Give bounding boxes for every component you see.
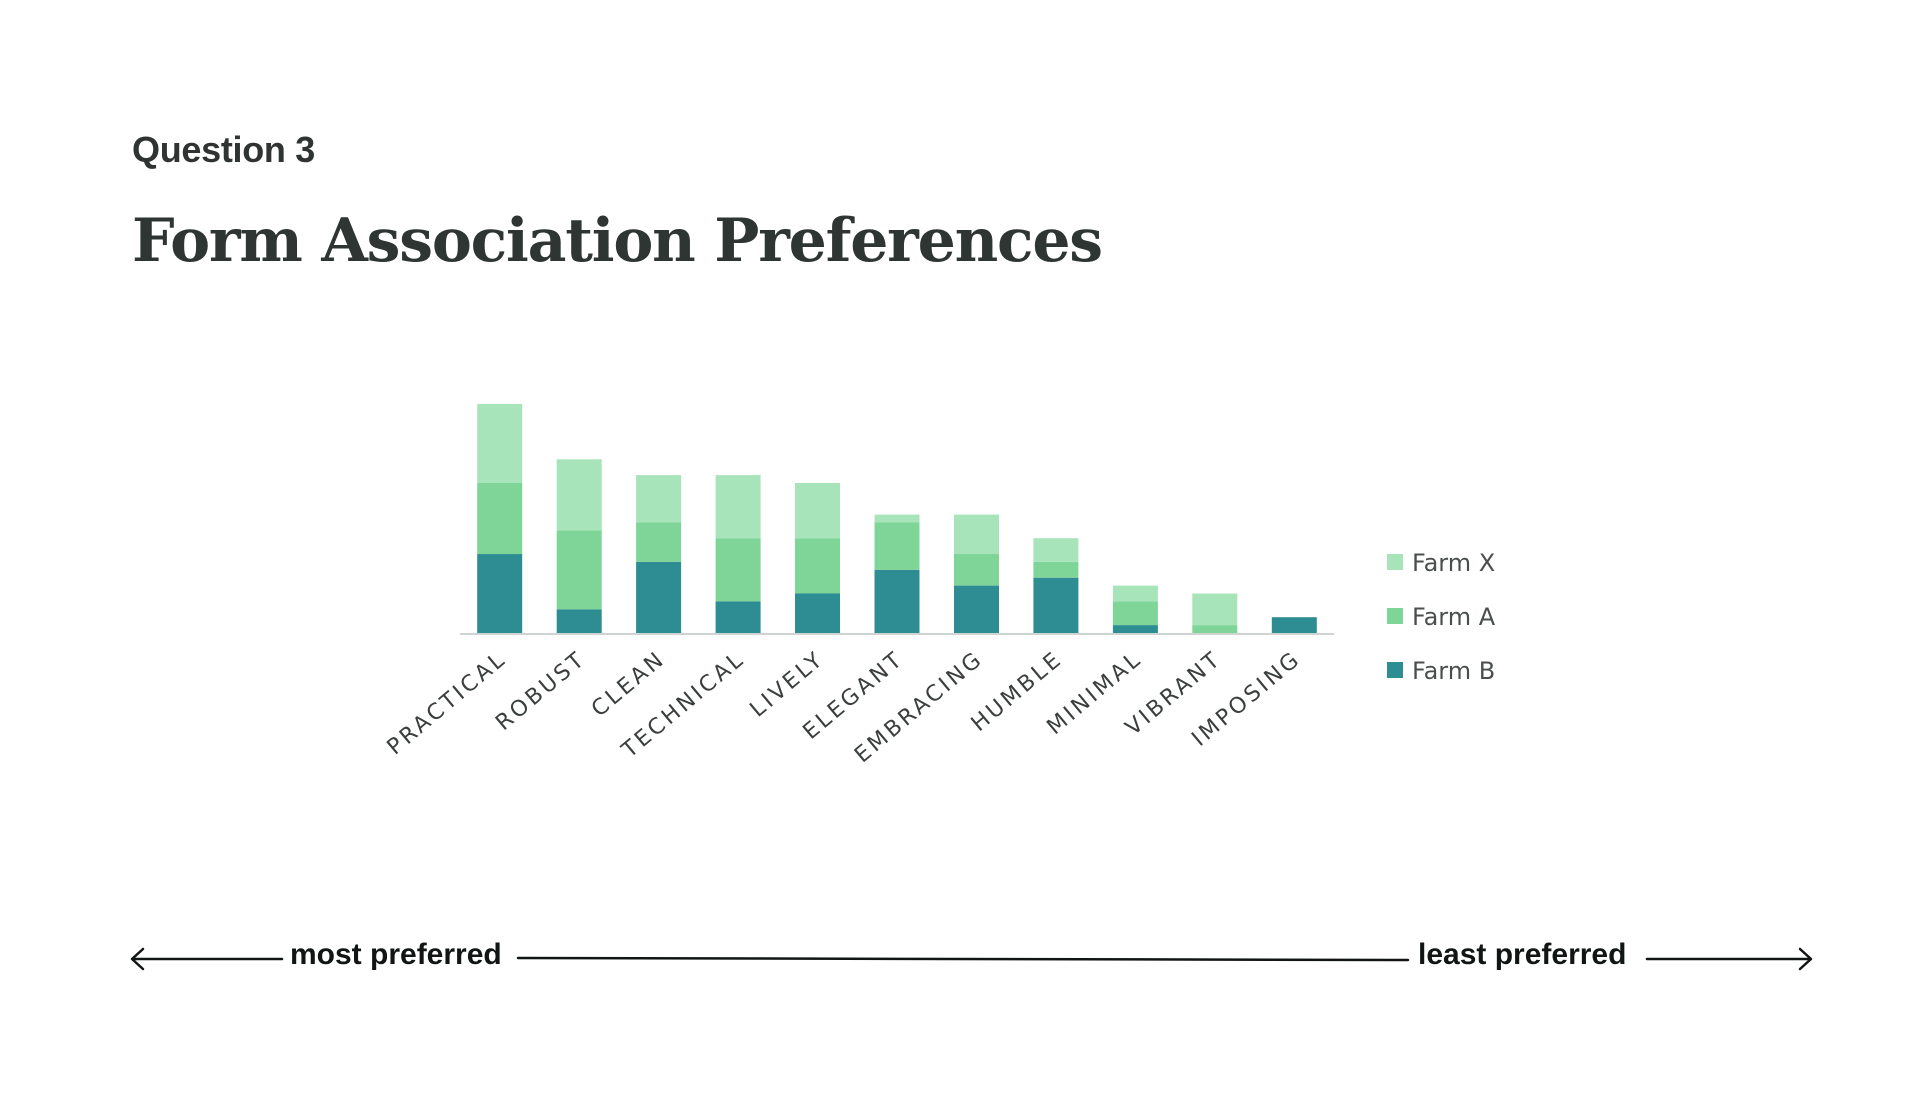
bar-lively-farm-a (795, 538, 840, 594)
bar-technical-farm-b (715, 601, 761, 633)
legend-label-farm-a: Farm A (1412, 603, 1496, 631)
most-preferred-label: most preferred (290, 938, 502, 971)
bar-clean-farm-b (636, 561, 682, 633)
bar-imposing-farm-b (1271, 617, 1317, 633)
bar-clean-farm-a (636, 522, 682, 562)
question-number: Question 3 (132, 129, 316, 170)
bar-vibrant-farm-x (1192, 593, 1238, 626)
bar-lively-farm-x (795, 483, 840, 539)
legend-swatch-farm-b (1387, 662, 1403, 678)
bar-vibrant-farm-a (1192, 625, 1238, 633)
bar-humble-farm-b (1033, 577, 1079, 633)
bar-technical-farm-a (715, 538, 761, 602)
bar-elegant-farm-b (874, 569, 920, 633)
bar-lively-farm-b (795, 593, 840, 633)
left-arrow-icon (130, 947, 145, 971)
bar-embracing-farm-x (954, 514, 999, 555)
bar-technical-farm-x (715, 475, 761, 539)
scale-line-middle (516, 956, 1410, 962)
legend-label-farm-b: Farm B (1412, 657, 1495, 685)
bar-robust-farm-x (556, 459, 602, 531)
legend-swatch-farm-x (1387, 554, 1403, 570)
bar-robust-farm-b (556, 609, 602, 633)
bar-humble-farm-a (1033, 561, 1079, 578)
bar-humble-farm-x (1033, 538, 1079, 562)
bar-practical-farm-a (477, 483, 523, 555)
legend-swatch-farm-a (1387, 608, 1403, 624)
least-preferred-label: least preferred (1418, 938, 1627, 971)
bar-minimal-farm-a (1112, 601, 1158, 626)
bar-elegant-farm-a (874, 522, 920, 570)
legend-label-farm-x: Farm X (1412, 549, 1495, 577)
bar-embracing-farm-a (954, 554, 999, 586)
chart-legend: Farm X Farm A Farm B (1387, 549, 1496, 685)
bars-group (477, 404, 1317, 633)
bar-practical-farm-b (477, 554, 523, 633)
bar-minimal-farm-x (1112, 585, 1158, 602)
bar-practical-farm-x (477, 404, 523, 483)
bar-minimal-farm-b (1112, 625, 1158, 633)
page-title: Form Association Preferences (132, 206, 1103, 276)
right-arrow-icon (1798, 947, 1813, 971)
bar-embracing-farm-b (954, 585, 999, 633)
bar-robust-farm-a (556, 530, 602, 610)
bar-clean-farm-x (636, 475, 682, 523)
bar-elegant-farm-x (874, 514, 920, 523)
